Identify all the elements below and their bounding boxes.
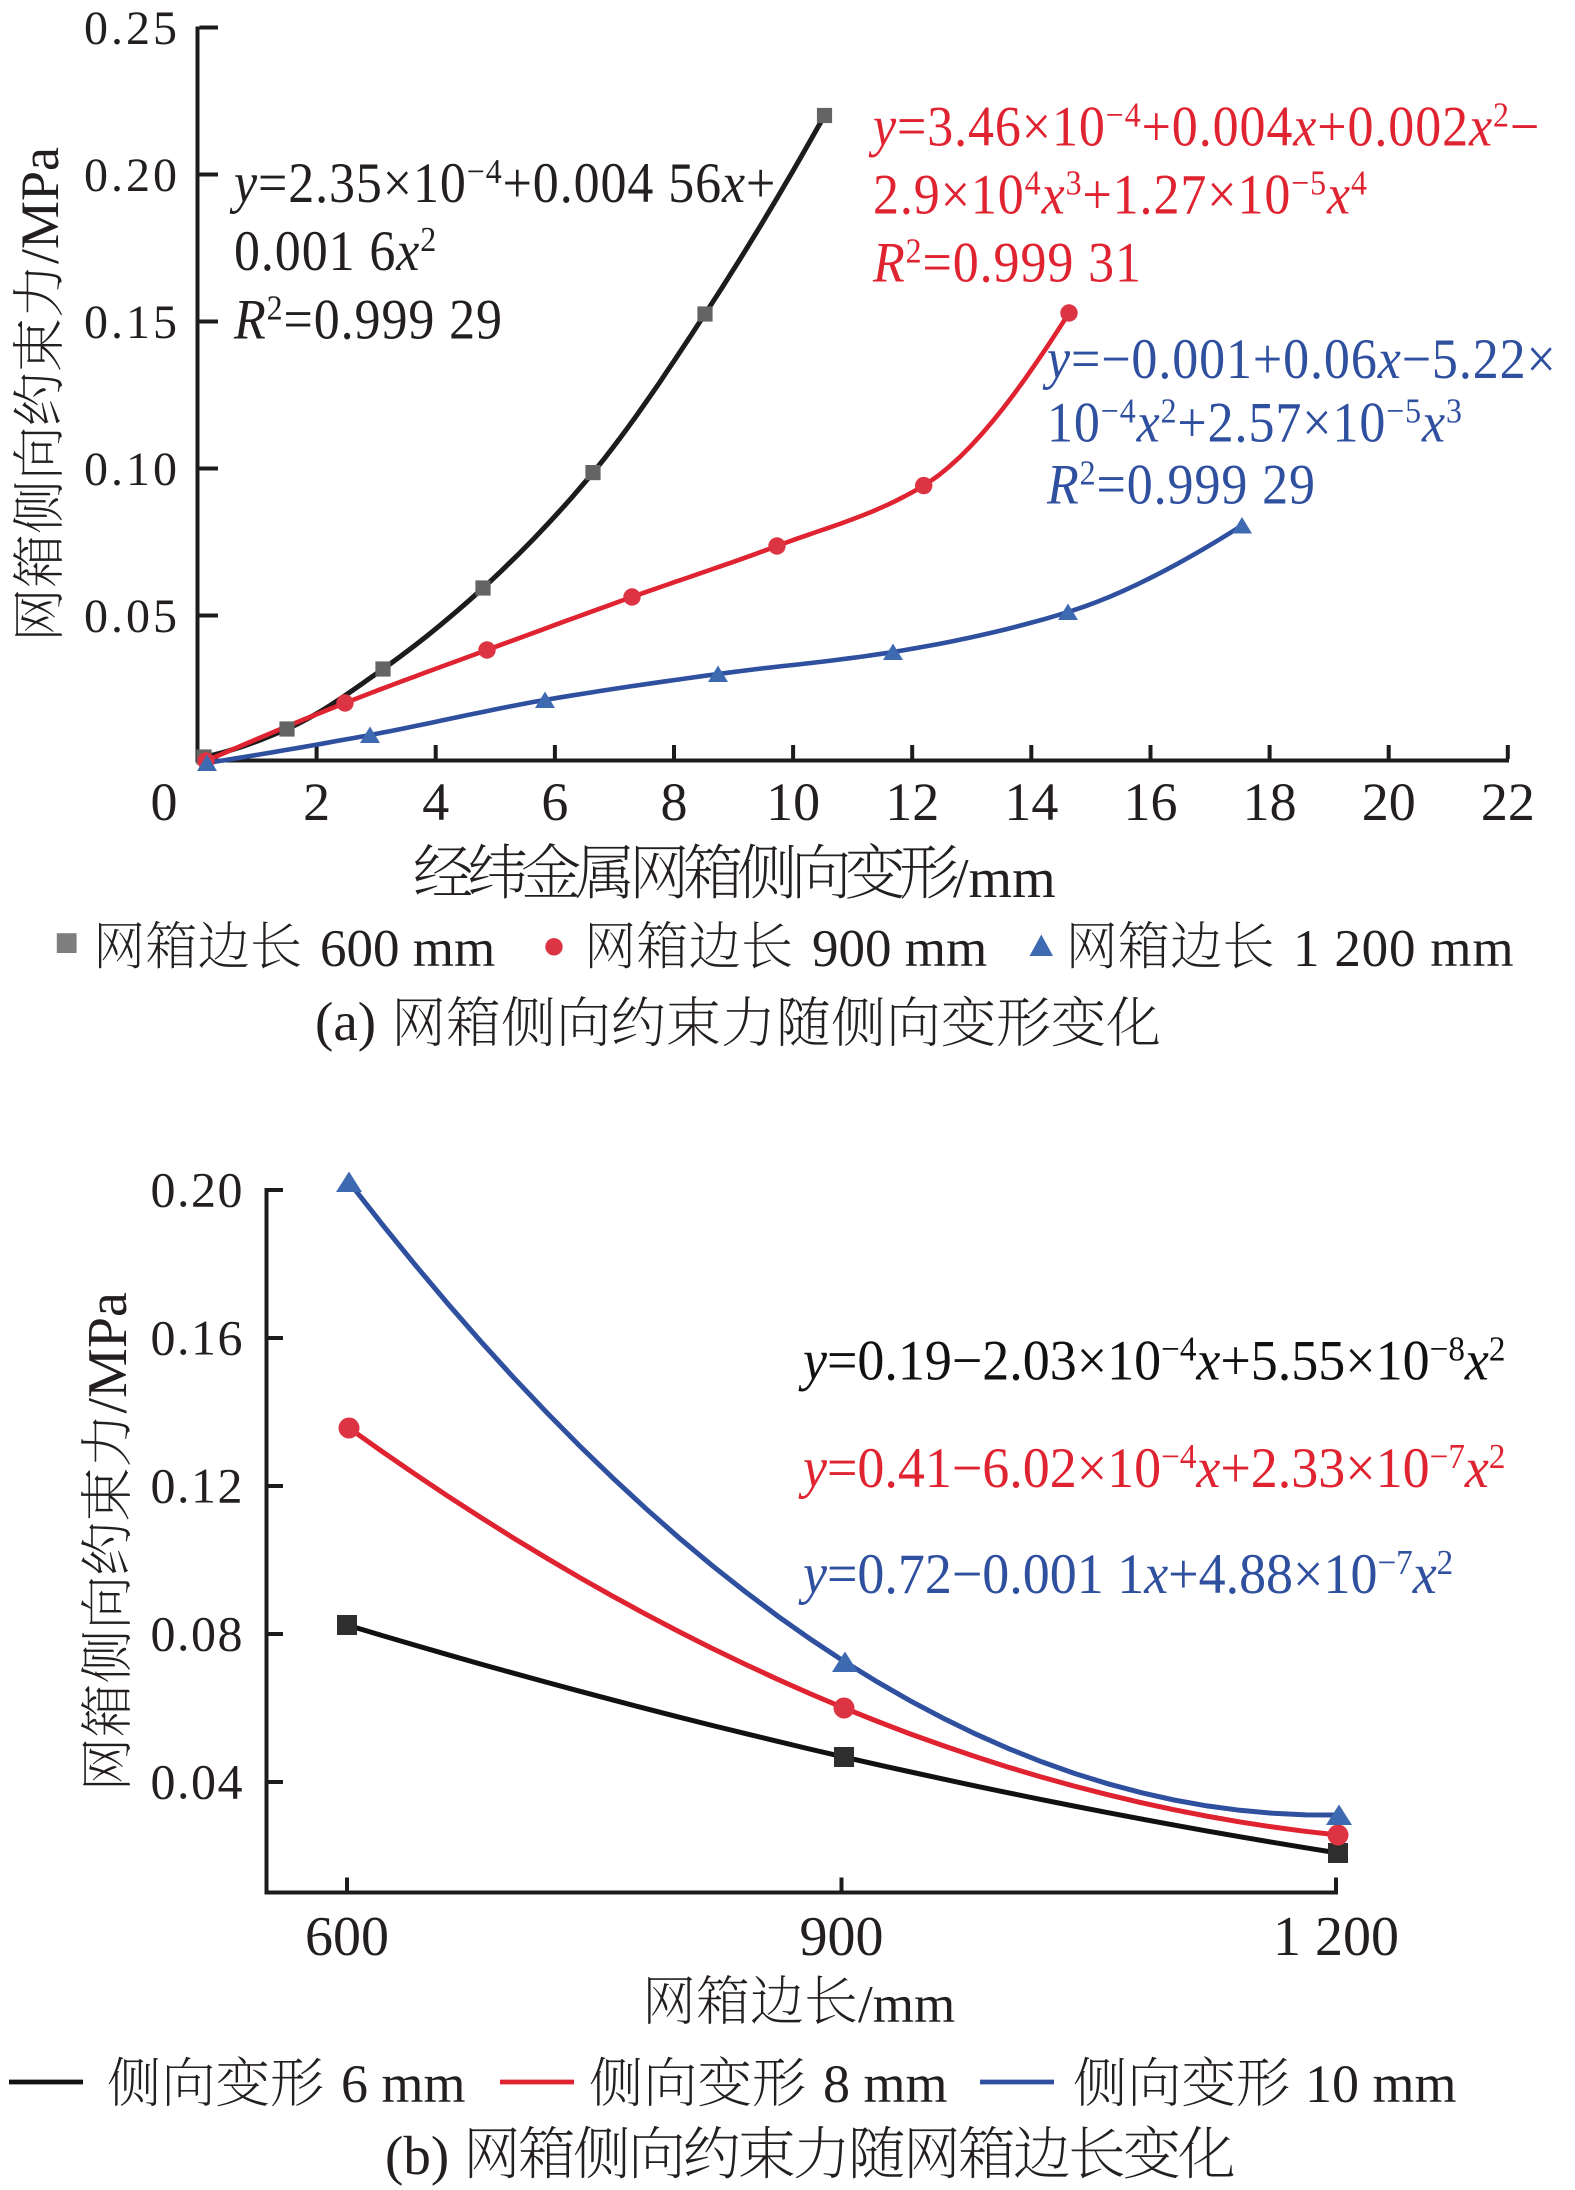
svg-text:/MPa: /MPa [77,1292,139,1413]
svg-text:(a): (a) [315,991,376,1052]
svg-text:1 200 mm: 1 200 mm [1293,920,1514,978]
svg-text:0.12: 0.12 [151,1458,245,1514]
svg-text:900 mm: 900 mm [812,920,987,978]
svg-text:4: 4 [422,772,449,832]
svg-text:22: 22 [1481,772,1535,832]
svg-text:0: 0 [151,772,178,832]
svg-text:0.05: 0.05 [84,590,180,643]
svg-text:0.10: 0.10 [84,443,180,496]
svg-text:/mm: /mm [953,848,1056,910]
svg-text:0.25: 0.25 [84,2,180,55]
svg-text:6: 6 [541,772,568,832]
svg-text:10−4x2+2.57×10−5x3: 10−4x2+2.57×10−5x3 [1047,390,1463,454]
svg-text:8: 8 [660,772,687,832]
svg-text:14: 14 [1004,772,1058,832]
svg-text:0.001 6x2: 0.001 6x2 [234,219,437,283]
svg-text:R2=0.999 31: R2=0.999 31 [872,230,1142,294]
svg-text:/mm: /mm [858,1976,955,2034]
svg-text:0.16: 0.16 [151,1310,245,1366]
svg-text:0.04: 0.04 [151,1754,245,1810]
svg-text:y=3.46×10−4+0.004x+0.002x2−: y=3.46×10−4+0.004x+0.002x2− [868,94,1540,158]
svg-text:6 mm: 6 mm [341,2054,466,2114]
svg-text:/MPa: /MPa [10,147,70,264]
svg-text:900: 900 [800,1906,884,1968]
svg-text:20: 20 [1362,772,1416,832]
svg-text:1 200: 1 200 [1273,1906,1399,1968]
svg-text:16: 16 [1123,772,1177,832]
svg-text:8 mm: 8 mm [823,2054,948,2114]
svg-text:12: 12 [885,772,939,832]
svg-text:2: 2 [303,772,330,832]
svg-text:(b): (b) [385,2125,449,2186]
svg-text:y=0.72−0.001 1x+4.88×10−7x2: y=0.72−0.001 1x+4.88×10−7x2 [798,1544,1453,1607]
svg-text:0.08: 0.08 [151,1606,245,1662]
svg-text:R2=0.999 29: R2=0.999 29 [1046,452,1316,516]
svg-text:R2=0.999 29: R2=0.999 29 [233,287,503,351]
svg-text:0.20: 0.20 [151,1162,245,1218]
svg-text:y=−0.001+0.06x−5.22×: y=−0.001+0.06x−5.22× [1042,327,1557,391]
svg-text:0.20: 0.20 [84,149,180,202]
svg-text:18: 18 [1243,772,1297,832]
svg-text:y=0.19−2.03×10−4x+5.55×10−8x2: y=0.19−2.03×10−4x+5.55×10−8x2 [798,1330,1505,1393]
svg-text:600: 600 [305,1906,389,1968]
svg-text:y=2.35×10−4+0.004 56x+: y=2.35×10−4+0.004 56x+ [229,151,776,215]
svg-text:10: 10 [766,772,820,832]
svg-text:600 mm: 600 mm [320,920,495,978]
svg-text:y=0.41−6.02×10−4x+2.33×10−7x2: y=0.41−6.02×10−4x+2.33×10−7x2 [798,1438,1505,1501]
svg-text:10 mm: 10 mm [1305,2054,1457,2114]
svg-text:0.15: 0.15 [84,296,180,349]
svg-text:2.9×104x3+1.27×10−5x4: 2.9×104x3+1.27×10−5x4 [873,162,1368,226]
